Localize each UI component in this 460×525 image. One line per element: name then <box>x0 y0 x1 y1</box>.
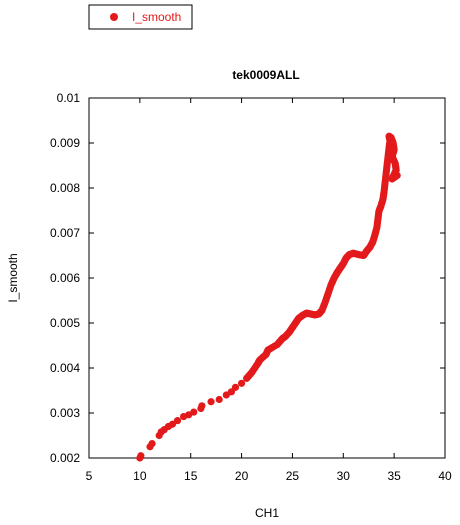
x-tick-label: 5 <box>86 469 93 483</box>
data-point <box>173 417 182 425</box>
x-tick-label: 15 <box>184 469 198 483</box>
data-point <box>137 452 145 460</box>
data-series <box>136 132 401 462</box>
x-axis-label: CH1 <box>255 506 279 520</box>
y-tick-label: 0.008 <box>50 181 80 195</box>
y-tick-label: 0.009 <box>50 136 80 150</box>
data-point <box>393 171 401 179</box>
x-tick-label: 40 <box>438 469 452 483</box>
data-point <box>215 395 223 404</box>
y-tick-label: 0.007 <box>50 226 80 240</box>
legend-label: I_smooth <box>132 10 181 24</box>
y-axis-label: I_smooth <box>6 253 20 302</box>
y-axis: 0.002 0.003 0.004 0.005 0.006 0.007 0.008 0.009… <box>50 91 445 465</box>
x-tick-label: 25 <box>286 469 300 483</box>
data-point <box>231 383 240 391</box>
y-tick-label: 0.002 <box>50 451 80 465</box>
y-tick-label: 0.004 <box>50 361 80 375</box>
legend-box <box>88 4 193 30</box>
y-tick-label: 0.003 <box>50 406 80 420</box>
y-tick-label: 0.005 <box>50 316 80 330</box>
data-point <box>168 420 177 428</box>
legend-marker <box>110 13 118 21</box>
x-tick-label: 20 <box>235 469 249 483</box>
data-point <box>148 440 156 448</box>
x-axis: 5 10 15 20 25 30 35 40 <box>86 98 452 483</box>
data-point <box>237 379 246 387</box>
x-tick-label: 10 <box>133 469 147 483</box>
x-tick-label: 35 <box>387 469 401 483</box>
y-tick-label: 0.01 <box>57 91 81 105</box>
data-point <box>190 408 198 416</box>
x-tick-label: 30 <box>337 469 351 483</box>
chart-title: tek0009ALL <box>232 68 299 82</box>
legend: I_smooth <box>88 4 193 30</box>
data-point <box>207 398 215 406</box>
y-tick-label: 0.006 <box>50 271 80 285</box>
data-point <box>198 402 206 410</box>
